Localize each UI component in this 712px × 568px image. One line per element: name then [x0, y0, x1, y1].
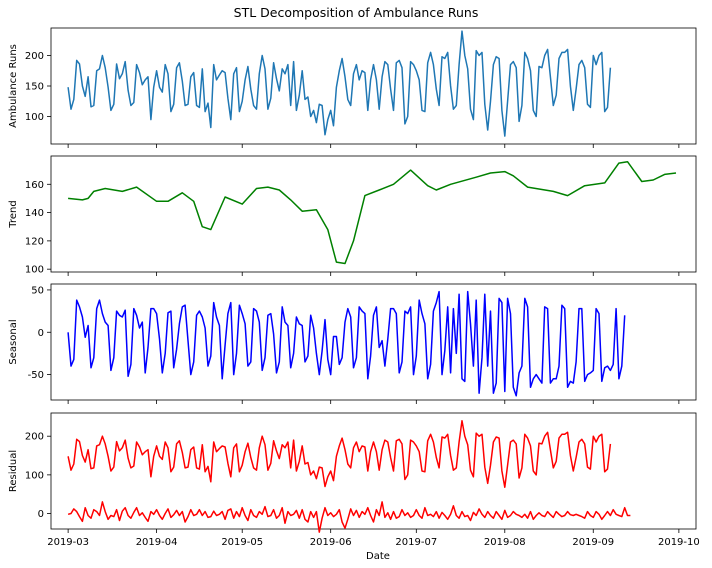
seasonal-ytick-label: 50 [31, 285, 44, 296]
trend-ytick-label: 120 [25, 236, 44, 247]
panel-trend-frame [50, 155, 697, 273]
panel-residual-ylabel: Residual [8, 450, 19, 492]
x-axis-label: Date [366, 551, 390, 562]
xtick-label: 2019-05 [221, 537, 263, 548]
observed-ytick-label: 150 [25, 82, 44, 93]
xtick-label: 2019-03 [47, 537, 89, 548]
chart-title: STL Decomposition of Ambulance Runs [234, 5, 479, 20]
xtick-label: 2019-06 [310, 537, 352, 548]
seasonal-ytick-label: 0 [38, 328, 44, 339]
xtick-label: 2019-07 [395, 537, 437, 548]
xtick-label: 2019-09 [572, 537, 614, 548]
panel-observed: Ambulance Runs 100 150 200 [8, 27, 697, 148]
panel-seasonal-frame [50, 283, 697, 401]
residual-ytick-label: 100 [25, 470, 44, 481]
residual-ytick-label: 0 [38, 509, 44, 520]
residual-ytick-label: 200 [25, 432, 44, 443]
observed-ytick-label: 100 [25, 112, 44, 123]
xtick-label: 2019-08 [484, 537, 526, 548]
panel-residual-frame [50, 412, 697, 530]
seasonal-series-line-0 [67, 290, 626, 397]
residual-series-line-0 [67, 419, 612, 488]
trend-ytick-label: 100 [25, 265, 44, 276]
panel-trend: Trend 100 120 140 160 [8, 155, 697, 276]
panel-observed-frame [50, 27, 697, 145]
observed-series-line-0 [67, 30, 612, 137]
observed-ytick-label: 200 [25, 51, 44, 62]
xtick-label: 2019-04 [136, 537, 178, 548]
panel-trend-ylabel: Trend [8, 200, 19, 228]
panel-observed-ylabel: Ambulance Runs [8, 44, 19, 128]
residual-series-line-1 [67, 501, 631, 533]
panel-seasonal-ylabel: Seasonal [8, 319, 19, 364]
seasonal-ytick-label: -50 [28, 370, 44, 381]
trend-ytick-label: 140 [25, 208, 44, 219]
trend-series-line-0 [68, 160, 677, 265]
trend-ytick-label: 160 [25, 180, 44, 191]
xtick-label: 2019-10 [658, 537, 700, 548]
panel-seasonal: Seasonal -50 0 50 [8, 283, 697, 404]
panel-residual: Residual 0 100 200 2019-03 2019-04 2019-05 201… [8, 412, 700, 548]
